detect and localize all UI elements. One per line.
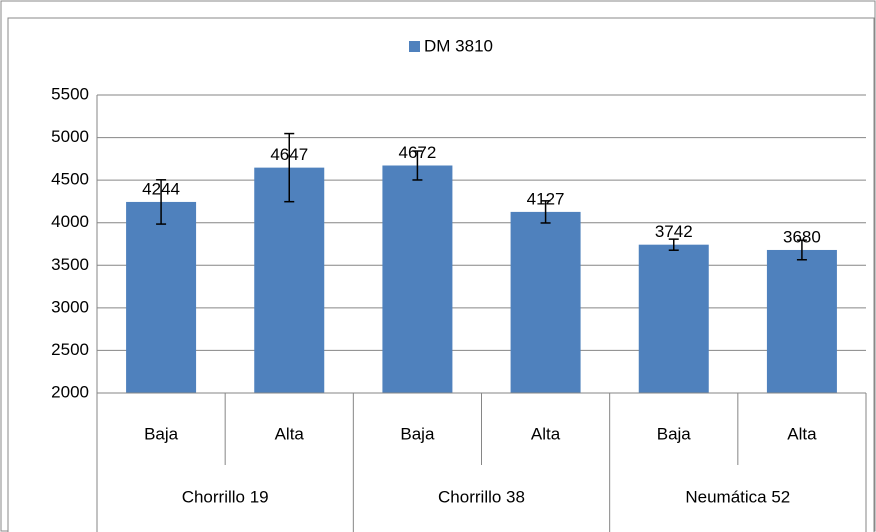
bar — [510, 211, 581, 393]
legend-label: DM 3810 — [424, 36, 493, 55]
data-label: 3742 — [655, 222, 693, 241]
y-tick-label: 4500 — [51, 170, 89, 189]
data-label: 4647 — [270, 145, 308, 164]
y-tick-label: 5500 — [51, 84, 89, 103]
bar — [126, 201, 197, 393]
bar — [638, 244, 709, 393]
error-bar — [540, 200, 551, 224]
bar — [254, 167, 325, 393]
x-tick-label: Baja — [400, 424, 435, 443]
x-tick-label: Alta — [787, 424, 817, 443]
data-label: 4672 — [399, 143, 437, 162]
error-bar — [796, 239, 807, 261]
data-label: 4127 — [527, 189, 565, 208]
error-bar — [412, 150, 423, 181]
y-tick-label: 2500 — [51, 340, 89, 359]
bar — [766, 249, 837, 393]
y-tick-label: 2000 — [51, 382, 89, 401]
x-tick-label: Alta — [531, 424, 561, 443]
data-label: 4244 — [142, 179, 180, 198]
group-label: Neumática 52 — [685, 487, 790, 506]
y-tick-label: 3500 — [51, 255, 89, 274]
y-tick-label: 4000 — [51, 212, 89, 231]
x-tick-label: Baja — [657, 424, 692, 443]
x-tick-label: Baja — [144, 424, 179, 443]
error-bar — [284, 132, 295, 203]
y-tick-label: 3000 — [51, 297, 89, 316]
y-tick-label: 5000 — [51, 127, 89, 146]
error-bar — [668, 238, 679, 251]
error-bar — [156, 179, 167, 225]
bar — [382, 165, 453, 393]
group-label: Chorrillo 19 — [182, 487, 269, 506]
legend-swatch — [409, 41, 420, 52]
data-label: 3680 — [783, 227, 821, 246]
x-tick-label: Alta — [275, 424, 305, 443]
group-label: Chorrillo 38 — [438, 487, 525, 506]
